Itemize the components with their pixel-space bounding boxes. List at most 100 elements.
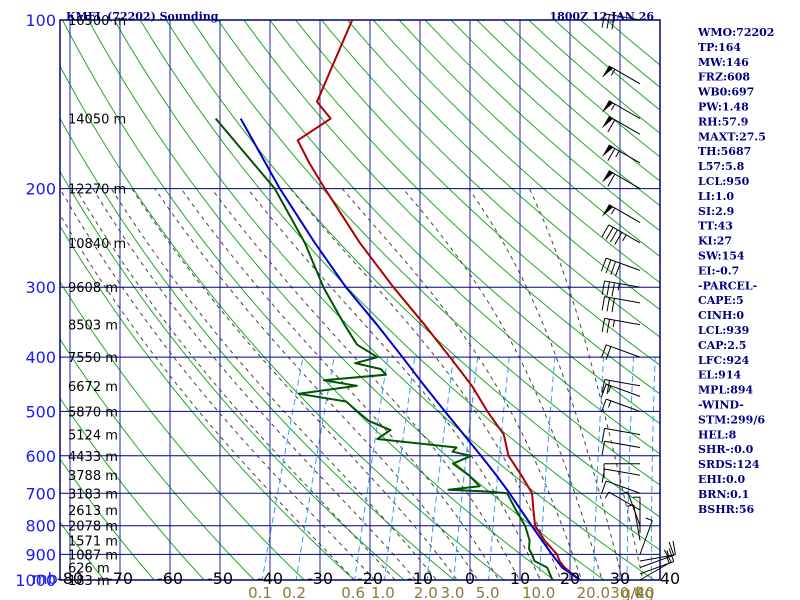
pressure-tick-label: 700	[25, 484, 56, 503]
temperature-tick-label: -20	[357, 569, 383, 588]
stat-line: FRZ:608	[698, 71, 750, 84]
dry-adiabat	[191, 20, 660, 486]
height-label: 1571 m	[68, 534, 118, 549]
stat-line: TP:164	[698, 41, 741, 54]
barb-staff	[604, 280, 641, 288]
stat-line: BSHR:56	[698, 503, 754, 516]
height-label: 6672 m	[68, 380, 118, 395]
barb-full	[610, 261, 617, 275]
mixing-ratio-line	[354, 357, 389, 580]
barb-half	[610, 207, 616, 215]
height-label: 12270 m	[68, 183, 126, 198]
wind-barb	[601, 13, 641, 30]
barb-staff	[606, 257, 641, 271]
stat-line: CAPE:5	[698, 294, 744, 307]
wind-barb	[601, 115, 641, 135]
moist-adiabat	[180, 188, 500, 580]
height-label: 2613 m	[68, 504, 118, 519]
barb-staff	[604, 379, 641, 387]
wind-barb	[600, 344, 641, 360]
wind-barb	[601, 317, 641, 334]
dry-adiabat	[60, 280, 306, 580]
wind-barb	[601, 204, 641, 224]
moist-adiabat	[92, 188, 417, 580]
barb-full	[606, 380, 610, 395]
height-label: 5870 m	[68, 405, 118, 420]
barb-staff	[604, 440, 641, 449]
height-label: 5124 m	[68, 429, 118, 444]
dry-adiabat	[60, 65, 506, 580]
barb-full	[601, 280, 606, 295]
wind-barb	[639, 517, 653, 555]
plot-frame	[59, 19, 661, 581]
mixing-ratio-line	[488, 357, 510, 580]
barb-staff	[606, 383, 641, 397]
temperature-axis: -80 -70 -60 -50 -40 -30 -20 -10 0 10 20 30 40	[57, 569, 680, 588]
barb-full	[611, 15, 615, 30]
stat-line: -WIND-	[698, 399, 744, 412]
stats-panel: WMO:72202 TP:164 MW:146 FRZ:608 WB0:697 PW:1.…	[697, 26, 774, 516]
dry-adiabat	[60, 397, 205, 580]
barb-full	[600, 383, 607, 398]
barb-half	[612, 320, 615, 328]
barb-full	[610, 229, 618, 243]
wind-barb	[600, 383, 641, 398]
mixing-ratio-label: 0.6	[341, 584, 365, 600]
barb-full	[668, 541, 675, 556]
barb-staff	[639, 561, 672, 581]
barb-flag	[601, 100, 614, 113]
wind-barb	[601, 100, 641, 120]
mixing-ratio-label: 5.0	[476, 584, 500, 600]
temperature-tick-label: -40	[257, 569, 283, 588]
stat-line: SRDS:124	[698, 458, 760, 471]
mixing-ratio-line	[453, 357, 479, 580]
wind-barb	[600, 480, 641, 495]
stat-line: -PARCEL-	[698, 279, 757, 292]
dry-adiabat	[398, 20, 660, 258]
wind-barb	[600, 398, 641, 413]
barb-full	[615, 263, 621, 277]
height-label: 3788 m	[68, 469, 118, 484]
barb-full	[606, 14, 610, 29]
barb-staff	[604, 13, 641, 21]
barb-full	[606, 319, 610, 334]
barb-half	[604, 491, 610, 499]
stat-line: EI:-0.7	[698, 264, 739, 277]
dry-adiabat	[60, 458, 155, 580]
stat-line: MPL:894	[698, 384, 754, 397]
stat-line: HEL:8	[698, 428, 737, 441]
dry-adiabat	[61, 20, 556, 580]
height-label: 16500 m	[68, 14, 126, 29]
pressure-tick-label: 600	[25, 447, 56, 466]
mixing-ratio-line	[383, 357, 416, 580]
barb-staff	[604, 427, 641, 436]
height-label: 7550 m	[68, 351, 118, 366]
stat-line: LFC:924	[698, 354, 750, 367]
stat-line: WB0:697	[697, 86, 754, 99]
height-label: 626 m	[68, 562, 110, 577]
mixing-ratio-line	[261, 357, 304, 580]
pressure-tick-label: 500	[25, 402, 56, 421]
barb-full	[601, 428, 606, 443]
dewpoint-line	[214, 117, 555, 580]
barb-full	[668, 548, 675, 562]
dry-adiabat	[243, 20, 660, 425]
wind-barb	[601, 224, 641, 245]
dry-adiabat	[60, 170, 406, 580]
barb-staff	[639, 520, 653, 555]
barb-full	[600, 344, 607, 359]
pressure-tick-label: 100	[25, 11, 56, 30]
barb-full	[605, 227, 614, 240]
temperature-tick-label: -60	[157, 569, 183, 588]
stat-line: CINH:0	[698, 309, 744, 322]
mixing-ratio-label: 20.0	[577, 584, 610, 600]
barb-half	[615, 150, 620, 158]
height-label: 1087 m	[68, 548, 118, 563]
temperature-tick-label: -10	[407, 569, 433, 588]
pressure-tick-label: 800	[25, 517, 56, 536]
parcel-line	[239, 118, 583, 580]
barb-staff	[604, 317, 641, 326]
wind-barb	[601, 280, 641, 297]
wind-barb	[601, 296, 641, 313]
